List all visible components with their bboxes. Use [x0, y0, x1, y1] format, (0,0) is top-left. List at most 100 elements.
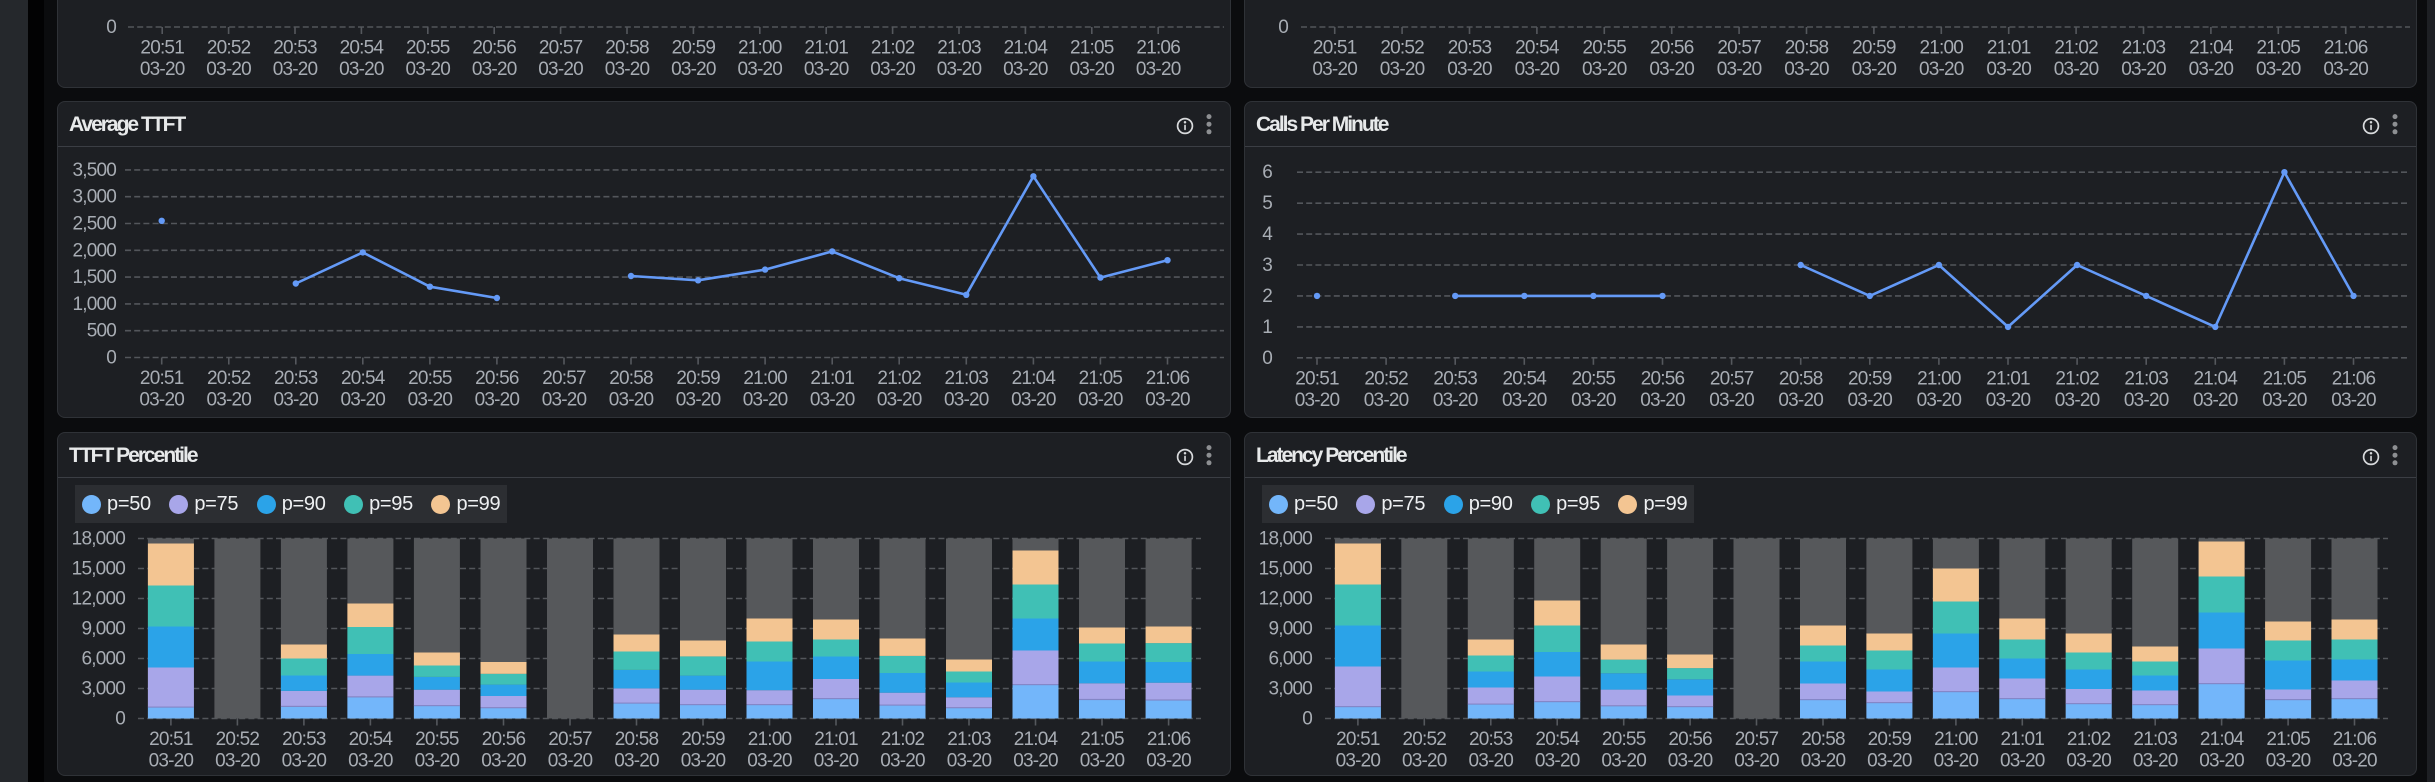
svg-text:21:03: 21:03 [937, 38, 981, 59]
svg-text:03-20: 03-20 [2323, 59, 2368, 80]
svg-text:20:56: 20:56 [482, 729, 526, 750]
svg-text:03-20: 03-20 [340, 390, 385, 411]
svg-text:03-20: 03-20 [139, 390, 184, 411]
svg-text:2: 2 [1262, 286, 1272, 307]
svg-text:21:05: 21:05 [1079, 368, 1123, 389]
svg-text:21:03: 21:03 [945, 368, 989, 389]
svg-text:03-20: 03-20 [1649, 59, 1694, 80]
svg-text:03-20: 03-20 [472, 59, 517, 80]
svg-text:20:53: 20:53 [1433, 368, 1477, 389]
svg-text:03-20: 03-20 [2266, 751, 2311, 772]
svg-text:3,000: 3,000 [81, 679, 125, 700]
svg-text:03-20: 03-20 [743, 390, 788, 411]
svg-text:03-20: 03-20 [947, 751, 992, 772]
svg-text:03-20: 03-20 [2124, 390, 2169, 411]
svg-text:03-20: 03-20 [206, 59, 251, 80]
svg-text:20:57: 20:57 [1717, 38, 1761, 59]
svg-text:21:02: 21:02 [2067, 729, 2111, 750]
svg-text:21:01: 21:01 [810, 368, 854, 389]
svg-text:20:58: 20:58 [605, 38, 649, 59]
svg-text:20:51: 20:51 [1295, 368, 1339, 389]
svg-text:03-20: 03-20 [408, 390, 453, 411]
svg-text:03-20: 03-20 [676, 390, 721, 411]
svg-text:3,500: 3,500 [72, 160, 116, 181]
svg-text:21:04: 21:04 [2194, 368, 2239, 389]
svg-text:03-20: 03-20 [1847, 390, 1892, 411]
svg-text:03-20: 03-20 [475, 390, 520, 411]
svg-text:03-20: 03-20 [1295, 390, 1340, 411]
svg-text:20:55: 20:55 [1602, 729, 1646, 750]
svg-text:03-20: 03-20 [1003, 59, 1048, 80]
svg-text:03-20: 03-20 [1433, 390, 1478, 411]
svg-text:21:06: 21:06 [2324, 38, 2368, 59]
svg-text:03-20: 03-20 [681, 751, 726, 772]
svg-text:03-20: 03-20 [1502, 390, 1547, 411]
svg-text:03-20: 03-20 [2332, 751, 2377, 772]
svg-text:03-20: 03-20 [140, 59, 185, 80]
svg-text:03-20: 03-20 [737, 59, 782, 80]
svg-text:03-20: 03-20 [1582, 59, 1627, 80]
svg-text:20:56: 20:56 [1650, 38, 1694, 59]
svg-text:03-20: 03-20 [1934, 751, 1979, 772]
svg-text:21:05: 21:05 [2257, 38, 2301, 59]
svg-text:03-20: 03-20 [880, 751, 925, 772]
svg-text:03-20: 03-20 [671, 59, 716, 80]
svg-text:03-20: 03-20 [1447, 59, 1492, 80]
svg-text:03-20: 03-20 [1571, 390, 1616, 411]
svg-text:1,000: 1,000 [72, 294, 116, 315]
svg-text:20:59: 20:59 [1852, 38, 1896, 59]
svg-text:03-20: 03-20 [1468, 751, 1513, 772]
svg-text:21:01: 21:01 [2001, 729, 2045, 750]
svg-text:6,000: 6,000 [81, 649, 125, 670]
svg-text:20:53: 20:53 [1469, 729, 1513, 750]
svg-text:0: 0 [1278, 17, 1288, 38]
svg-text:21:00: 21:00 [738, 38, 782, 59]
svg-text:6: 6 [1262, 162, 1272, 183]
svg-text:20:56: 20:56 [472, 38, 516, 59]
svg-text:21:02: 21:02 [871, 38, 915, 59]
svg-text:21:00: 21:00 [1917, 368, 1961, 389]
svg-text:0: 0 [1302, 709, 1312, 730]
svg-text:20:53: 20:53 [273, 38, 317, 59]
svg-text:21:02: 21:02 [2055, 368, 2099, 389]
svg-text:3,000: 3,000 [1268, 679, 1312, 700]
svg-text:03-20: 03-20 [1380, 59, 1425, 80]
svg-text:20:58: 20:58 [609, 368, 653, 389]
svg-text:21:04: 21:04 [1004, 38, 1049, 59]
svg-text:03-20: 03-20 [747, 751, 792, 772]
svg-text:03-20: 03-20 [1709, 390, 1754, 411]
svg-text:20:51: 20:51 [140, 38, 184, 59]
svg-text:03-20: 03-20 [1852, 59, 1897, 80]
svg-text:20:52: 20:52 [207, 368, 251, 389]
svg-text:03-20: 03-20 [1515, 59, 1560, 80]
svg-text:21:06: 21:06 [1146, 368, 1190, 389]
svg-text:2,500: 2,500 [72, 214, 116, 235]
svg-text:21:01: 21:01 [1987, 38, 2031, 59]
svg-text:03-20: 03-20 [1312, 59, 1357, 80]
svg-text:03-20: 03-20 [1069, 59, 1114, 80]
svg-text:12,000: 12,000 [1259, 589, 1313, 610]
svg-text:21:06: 21:06 [2333, 729, 2377, 750]
svg-text:03-20: 03-20 [1919, 59, 1964, 80]
svg-text:03-20: 03-20 [1146, 751, 1191, 772]
svg-text:20:59: 20:59 [681, 729, 725, 750]
svg-text:03-20: 03-20 [2256, 59, 2301, 80]
svg-text:0: 0 [106, 17, 116, 38]
svg-text:03-20: 03-20 [2066, 751, 2111, 772]
svg-text:03-20: 03-20 [405, 59, 450, 80]
svg-text:18,000: 18,000 [72, 529, 126, 550]
svg-text:20:54: 20:54 [1535, 729, 1580, 750]
svg-text:15,000: 15,000 [1259, 559, 1313, 580]
svg-text:1: 1 [1262, 317, 1272, 338]
svg-text:03-20: 03-20 [609, 390, 654, 411]
svg-text:21:02: 21:02 [881, 729, 925, 750]
svg-text:03-20: 03-20 [944, 390, 989, 411]
svg-text:20:51: 20:51 [140, 368, 184, 389]
svg-text:03-20: 03-20 [215, 751, 260, 772]
svg-text:03-20: 03-20 [2054, 59, 2099, 80]
svg-text:03-20: 03-20 [1784, 59, 1829, 80]
svg-text:1,500: 1,500 [72, 267, 116, 288]
svg-text:03-20: 03-20 [810, 390, 855, 411]
svg-text:03-20: 03-20 [1011, 390, 1056, 411]
svg-text:03-20: 03-20 [614, 751, 659, 772]
